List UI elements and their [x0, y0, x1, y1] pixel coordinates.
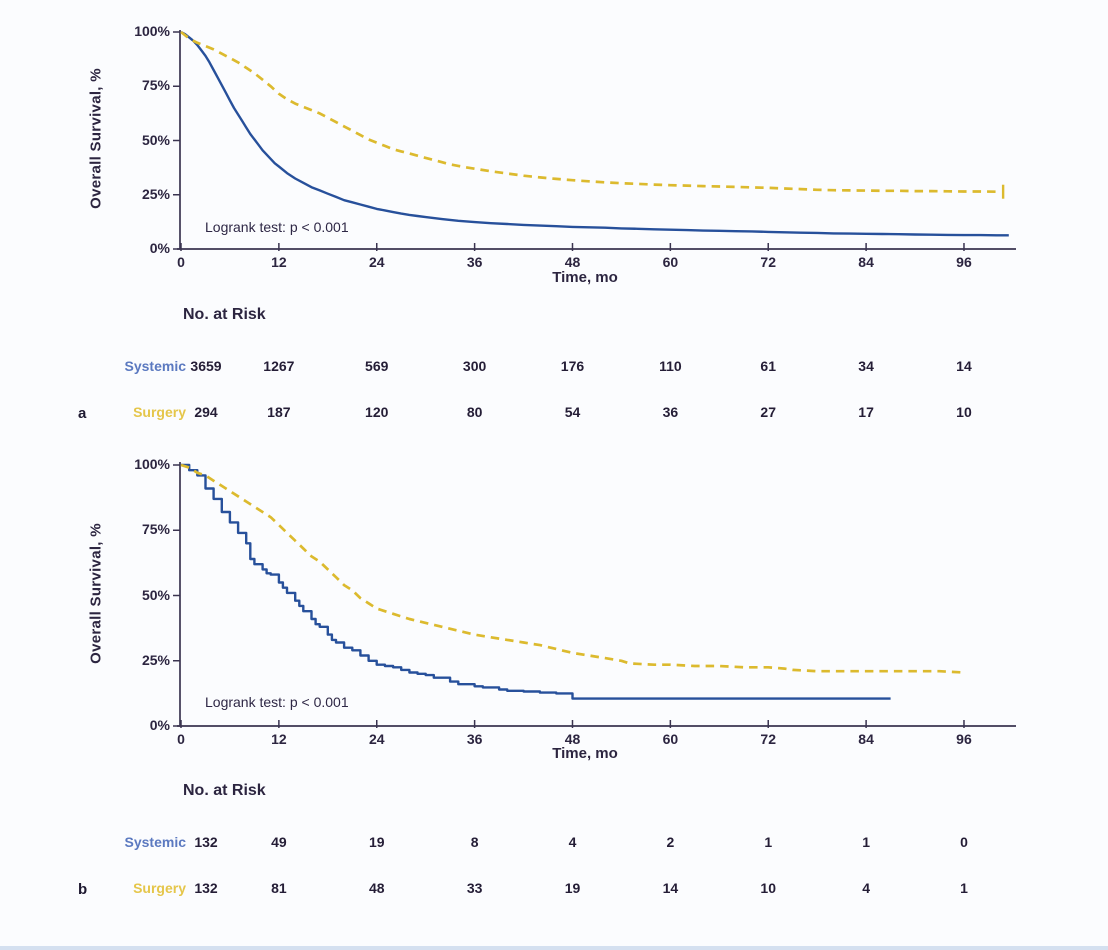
x-tick-label: 96 [956, 731, 972, 747]
x-axis-label: Time, mo [552, 745, 618, 762]
x-tick-label: 24 [368, 731, 385, 747]
y-tick-label: 75% [141, 521, 170, 538]
risk-table-value: 54 [564, 404, 581, 420]
x-tick-label: 12 [271, 254, 287, 270]
risk-row-label-surgery: Surgery [133, 404, 186, 420]
x-tick-label: 72 [760, 254, 776, 270]
risk-table-value: 0 [960, 834, 968, 850]
x-tick-label: 36 [466, 731, 483, 747]
x-tick-label: 48 [564, 731, 581, 747]
risk-table-value: 27 [760, 404, 776, 420]
risk-table-value: 2 [666, 834, 675, 850]
y-tick-label: 75% [141, 77, 170, 94]
risk-table-value: 4 [862, 880, 870, 896]
x-tick-label: 96 [956, 254, 972, 270]
risk-table-value: 132 [194, 834, 218, 850]
y-axis-label: Overall Survival, % [87, 68, 105, 209]
risk-table-value: 110 [659, 358, 682, 374]
risk-table-value: 1 [960, 880, 968, 896]
risk-table-value: 17 [858, 404, 874, 420]
risk-table-value: 294 [194, 404, 218, 420]
risk-table-value: 176 [560, 358, 585, 374]
x-tick-label: 60 [662, 731, 679, 747]
risk-table-value: 81 [271, 880, 287, 896]
risk-table-value: 1 [764, 834, 773, 850]
risk-table-value: 187 [267, 404, 291, 420]
risk-table-title: No. at Risk [183, 306, 266, 323]
risk-table-value: 1267 [263, 358, 295, 374]
risk-table-value: 33 [466, 880, 483, 896]
risk-table-value: 80 [466, 404, 483, 420]
y-tick-label: 50% [141, 586, 170, 603]
risk-table-value: 8 [470, 834, 479, 850]
risk-row-label-systemic: Systemic [124, 834, 186, 850]
risk-table-value: 132 [194, 880, 218, 896]
risk-table-value: 48 [368, 880, 385, 896]
risk-table-value: 569 [365, 358, 389, 374]
y-tick-label: 50% [141, 131, 170, 148]
y-tick-label: 25% [141, 185, 170, 202]
x-tick-label: 12 [271, 731, 287, 747]
risk-row-label-surgery: Surgery [133, 880, 186, 896]
risk-table-value: 34 [858, 358, 874, 374]
x-tick-label: 36 [466, 254, 483, 270]
risk-table-value: 19 [368, 834, 385, 850]
logrank-annotation: Logrank test: p < 0.001 [205, 219, 349, 235]
risk-table-title: No. at Risk [183, 782, 266, 799]
x-tick-label: 84 [858, 731, 874, 747]
x-tick-label: 0 [177, 731, 185, 747]
risk-table-value: 14 [956, 358, 972, 374]
logrank-annotation: Logrank test: p < 0.001 [205, 694, 349, 710]
risk-table-value: 1 [862, 834, 870, 850]
x-tick-label: 84 [858, 254, 874, 270]
risk-table-value: 49 [271, 834, 287, 850]
risk-row-label-systemic: Systemic [124, 358, 186, 374]
risk-table-value: 36 [662, 404, 679, 420]
bottom-edge-strip [0, 946, 1108, 950]
y-tick-label: 0% [149, 717, 170, 733]
risk-table-value: 4 [568, 834, 577, 850]
panel-letter: a [78, 405, 87, 422]
x-tick-label: 0 [177, 254, 185, 270]
y-tick-label: 100% [134, 456, 170, 472]
risk-table-value: 3659 [190, 358, 222, 374]
x-tick-label: 60 [662, 254, 679, 270]
risk-table-value: 19 [564, 880, 581, 896]
risk-table-value: 14 [662, 880, 679, 896]
x-axis-label: Time, mo [552, 269, 618, 286]
x-tick-label: 72 [760, 731, 776, 747]
risk-table-value: 10 [956, 404, 972, 420]
y-tick-label: 0% [149, 240, 170, 256]
x-tick-label: 24 [368, 254, 385, 270]
risk-table-value: 61 [760, 358, 776, 374]
risk-table-value: 300 [462, 358, 487, 374]
risk-table-value: 10 [760, 880, 776, 896]
risk-table-value: 120 [365, 404, 389, 420]
panel-letter: b [78, 881, 88, 898]
y-tick-label: 100% [134, 23, 170, 39]
y-axis-label: Overall Survival, % [87, 523, 105, 664]
x-tick-label: 48 [564, 254, 581, 270]
y-tick-label: 25% [141, 651, 170, 668]
